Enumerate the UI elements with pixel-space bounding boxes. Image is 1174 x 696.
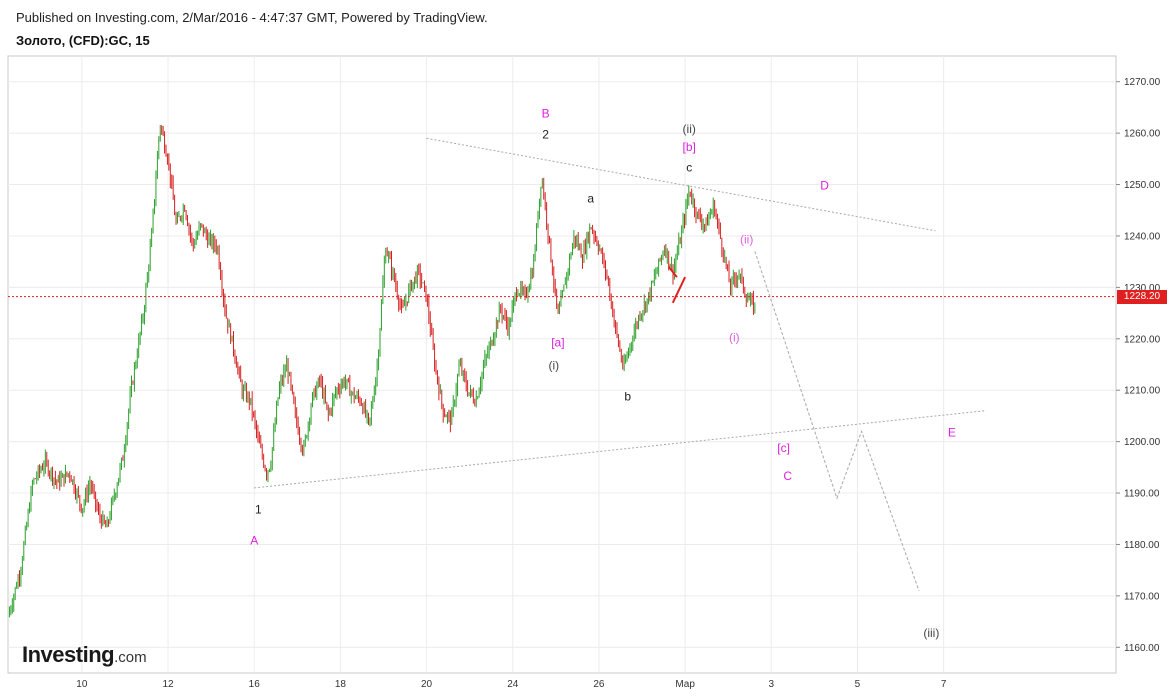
wave-label: 2 (542, 127, 549, 141)
x-tick-label: 10 (76, 679, 88, 690)
y-tick-label: 1270.00 (1124, 77, 1161, 88)
logo-suffix: .com (114, 649, 147, 666)
wave-label: [a] (551, 336, 564, 350)
wave-label: B (542, 107, 550, 121)
y-tick-label: 1260.00 (1124, 129, 1161, 140)
y-tick-label: 1190.00 (1124, 489, 1160, 500)
wave-label: c (686, 161, 692, 175)
wave-label: (ii) (683, 122, 696, 136)
x-tick-label: 5 (855, 679, 861, 690)
y-tick-label: 1160.00 (1124, 643, 1160, 654)
y-tick-label: 1240.00 (1124, 231, 1161, 242)
x-tick-label: 12 (162, 679, 174, 690)
plot-area-frame (7, 55, 1117, 674)
x-tick-label: 18 (335, 679, 347, 690)
wave-annotations: B 2 (ii) [b] c a D (ii) [a] (i) (i) b E [c] C 1 A (iii) (250, 107, 956, 640)
projection-line (754, 251, 920, 591)
y-tick-label: 1230.00 (1124, 283, 1161, 294)
x-axis: 10 12 16 18 20 24 26 Мар 3 5 7 (76, 679, 947, 690)
wave-label: [b] (683, 140, 696, 154)
y-tick-label: 1220.00 (1124, 334, 1161, 345)
wave-label: (i) (729, 330, 740, 344)
wave-label: [c] (777, 441, 790, 455)
x-tick-label: 20 (421, 679, 433, 690)
x-tick-label: 7 (941, 679, 947, 690)
candles (8, 125, 756, 618)
x-tick-label: Мар (675, 679, 695, 690)
trendlines (254, 137, 985, 489)
x-tick-label: 16 (249, 679, 261, 690)
published-text: Published on Investing.com, 2/Mar/2016 -… (16, 10, 488, 25)
wave-label: D (820, 179, 829, 193)
wave-label: 1 (255, 503, 262, 517)
wave-label: b (624, 389, 631, 403)
wave-label: E (948, 425, 956, 439)
y-tick-label: 1180.00 (1124, 540, 1160, 551)
wave-label: a (587, 192, 594, 206)
y-axis: 1160.00 1170.00 1180.00 1190.00 1200.00 1210.… (1116, 77, 1161, 654)
projection-path (667, 251, 920, 591)
red-mark (671, 276, 687, 304)
grid-lines (8, 56, 1116, 673)
wave-label: (ii) (740, 233, 753, 247)
last-price-badge: 1228.20 (1117, 289, 1167, 304)
y-tick-label: 1210.00 (1124, 386, 1161, 397)
y-tick-label: 1250.00 (1124, 180, 1161, 191)
lower-trendline (254, 410, 985, 489)
x-tick-label: 24 (507, 679, 519, 690)
investing-logo[interactable]: Investing.com (22, 642, 147, 668)
symbol-title: Золото, (CFD):GC, 15 (16, 33, 150, 48)
logo-text: Investing (22, 642, 115, 667)
chart-header: Published on Investing.com, 2/Mar/2016 -… (0, 0, 1174, 56)
y-tick-label: 1170.00 (1124, 591, 1160, 602)
x-tick-label: 3 (769, 679, 775, 690)
wave-label: (iii) (923, 626, 939, 640)
wave-label: (i) (548, 359, 559, 373)
wave-label: C (783, 469, 792, 483)
wave-label: A (250, 533, 258, 547)
red-mark (667, 266, 678, 278)
y-tick-label: 1200.00 (1124, 437, 1161, 448)
x-tick-label: 26 (593, 679, 605, 690)
